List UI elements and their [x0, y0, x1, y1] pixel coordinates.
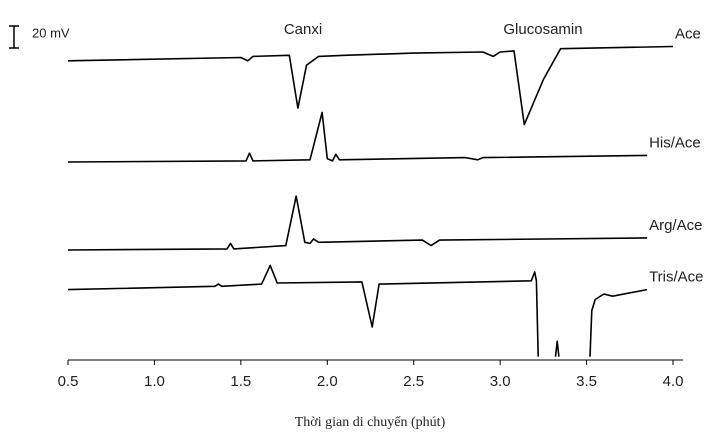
trace [67, 45, 674, 126]
x-axis-label: Thời gian di chuyển (phút) [295, 415, 446, 430]
trace [67, 195, 648, 251]
x-tick-label: 2.0 [317, 373, 338, 390]
x-tick-label: 2.5 [403, 373, 424, 390]
series-label: Ace [675, 25, 701, 42]
x-tick-label: 1.5 [230, 373, 251, 390]
x-tick-label: 0.5 [58, 373, 79, 390]
scale-bar-label: 20 mV [32, 25, 70, 40]
series-label: Tris/Ace [649, 269, 703, 286]
x-tick-label: 4.0 [663, 373, 684, 390]
trace [67, 264, 648, 357]
series-label: Arg/Ace [649, 217, 702, 234]
annotation: Canxi [284, 21, 322, 38]
x-tick-label: 3.0 [490, 373, 511, 390]
x-tick-label: 3.5 [576, 373, 597, 390]
series-label: His/Ace [649, 134, 701, 151]
x-tick-label: 1.0 [144, 373, 165, 390]
trace [67, 111, 648, 163]
annotation: Glucosamin [503, 21, 582, 38]
